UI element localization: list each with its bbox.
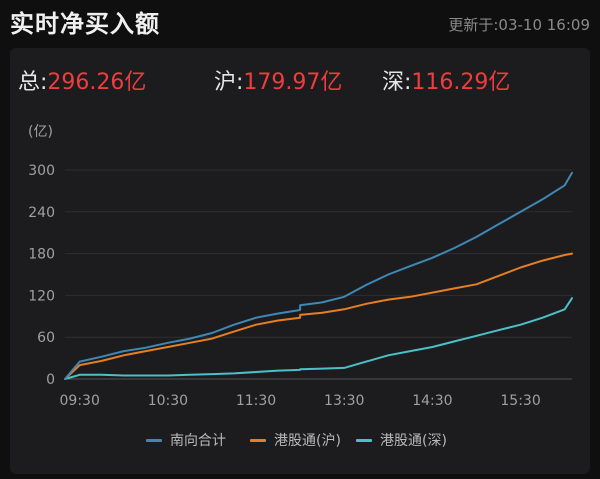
total-all: 总:296.26亿 — [18, 64, 146, 96]
total-sh-label: 沪: — [214, 70, 244, 95]
total-sz-value: 116.29亿 — [411, 70, 511, 95]
legend-south-total-label: 南向合计 — [170, 433, 226, 449]
series-line-sh — [64, 252, 573, 380]
x-tick-label-0930: 09:30 — [60, 393, 100, 409]
y-tick-label-180: 180 — [28, 247, 55, 263]
legend-sh-swatch — [250, 438, 266, 442]
total-all-value: 296.26亿 — [47, 70, 147, 95]
legend-sz[interactable]: 港股通(深) — [356, 430, 447, 450]
x-tick-label-1030: 10:30 — [148, 393, 188, 409]
x-tick-label-1430: 14:30 — [412, 393, 452, 409]
x-tick-label-1330: 13:30 — [324, 393, 364, 409]
legend-sh[interactable]: 港股通(沪) — [250, 430, 341, 450]
legend-sz-swatch — [356, 438, 372, 442]
y-tick-label-0: 0 — [46, 372, 55, 388]
y-tick-label-60: 60 — [37, 330, 55, 346]
total-sz: 深:116.29亿 — [382, 64, 510, 96]
header: 实时净买入额 更新于:03-10 16:09 — [0, 0, 600, 44]
chart-card: 总:296.26亿 沪:179.97亿 深:116.29亿 (亿) 0 60 120 1… — [10, 48, 590, 474]
series-line-sz — [64, 297, 573, 380]
y-tick-label-300: 300 — [28, 163, 55, 179]
y-axis-unit-label: (亿) — [28, 124, 53, 140]
legend-south-total[interactable]: 南向合计 — [146, 430, 226, 450]
legend-sh-label: 港股通(沪) — [274, 433, 341, 449]
legend-south-total-swatch — [146, 438, 162, 442]
totals-row: 总:296.26亿 沪:179.97亿 深:116.29亿 — [10, 58, 590, 98]
total-all-label: 总: — [18, 70, 48, 95]
y-tick-label-120: 120 — [28, 288, 55, 304]
series-line-south-total — [64, 171, 573, 380]
update-timestamp: 更新于:03-10 16:09 — [448, 16, 590, 34]
net-buy-line-chart: (亿) 0 60 120 180 240 300 09:30 10:30 11:30 13:30 14… — [28, 124, 573, 409]
chart-legend: 南向合计 港股通(沪) 港股通(深) — [10, 430, 590, 454]
x-tick-label-1130: 11:30 — [236, 393, 276, 409]
total-sz-label: 深: — [382, 70, 412, 95]
y-tick-label-240: 240 — [28, 205, 55, 221]
x-tick-label-1530: 15:30 — [500, 393, 540, 409]
legend-sz-label: 港股通(深) — [380, 433, 447, 449]
total-sh-value: 179.97亿 — [243, 70, 343, 95]
page-title: 实时净买入额 — [10, 10, 160, 38]
total-sh: 沪:179.97亿 — [214, 64, 342, 96]
